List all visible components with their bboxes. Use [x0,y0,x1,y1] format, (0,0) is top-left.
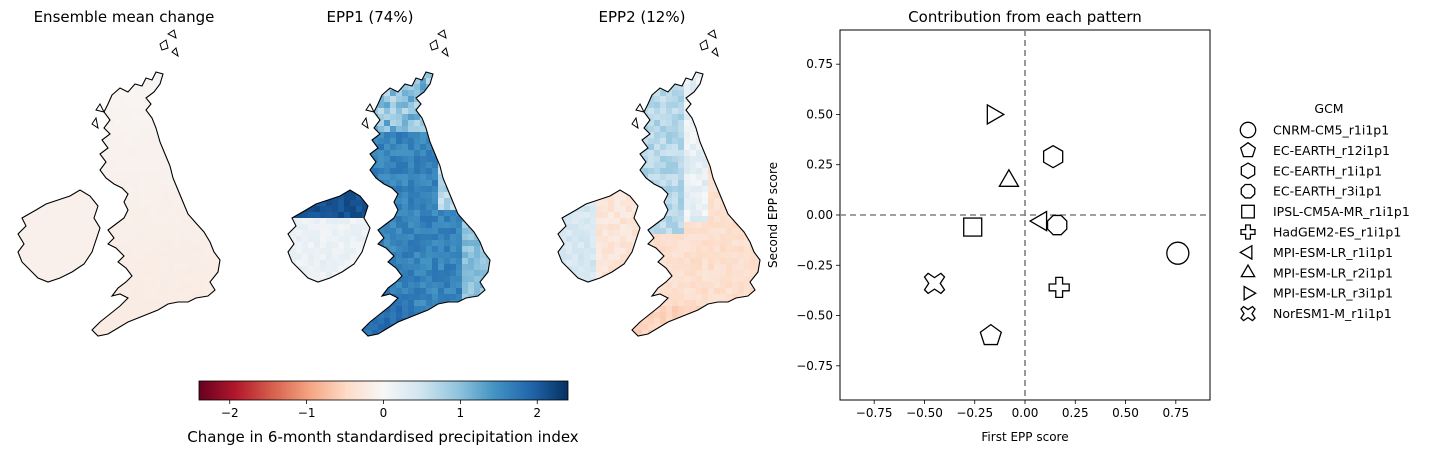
point-MPI-ESM-LR_r1i1p1 [1028,210,1048,232]
colorbar-tick-label: 0 [380,406,388,420]
y-tick-label: 0.50 [806,107,833,121]
map-mean-ie-field [18,190,100,282]
colorbar: −2 −1 0 1 2 Change in 6-month standardised p… [187,380,579,446]
x-axis-label: First EPP score [981,430,1068,444]
map-mean [17,29,221,337]
scatter-plot: −0.75 −0.50 −0.25 0.00 0.25 0.50 0.75 −0.75 −0.5… [766,29,1211,444]
legend-marker-EC-EARTH_r1i1p1 [1240,162,1256,180]
legend-label: IPSL-CM5A-MR_r1i1p1 [1273,204,1410,219]
map-title-epp1: EPP1 (74%) [326,8,414,26]
legend-marker-MPI-ESM-LR_r3i1p1 [1243,285,1257,301]
legend-label: EC-EARTH_r1i1p1 [1273,163,1382,178]
colorbar-tick-label: −1 [298,406,316,420]
map-title-epp2: EPP2 (12%) [598,8,686,26]
x-tick-label: 0.25 [1062,406,1089,420]
legend-label: MPI-ESM-LR_r3i1p1 [1273,286,1393,301]
point-HadGEM2-ES_r1i1p1 [1048,276,1070,299]
x-tick-label: −0.75 [856,406,893,420]
map-title-mean: Ensemble mean change [33,8,215,26]
legend-marker-EC-EARTH_r3i1p1 [1240,183,1256,199]
y-tick-label: 0.75 [806,57,833,71]
map-epp2-ie-field [558,190,640,282]
x-tick-label: −0.25 [956,406,993,420]
legend-marker-EC-EARTH_r12i1p1 [1239,141,1257,158]
y-axis-label: Second EPP score [766,162,780,268]
point-IPSL-CM5A-MR_r1i1p1 [963,217,983,237]
point-MPI-ESM-LR_r3i1p1 [986,103,1006,126]
y-tick-label: 0.25 [806,158,833,172]
legend-marker-MPI-ESM-LR_r2i1p1 [1240,263,1256,278]
x-tick-label: 0.50 [1112,406,1139,420]
point-NorESM1-M_r1i1p1 [923,272,946,295]
legend-label: CNRM-CM5_r1i1p1 [1273,123,1389,138]
x-tick-label: −0.50 [906,406,943,420]
colorbar-tick-label: 1 [457,406,465,420]
legend-label: MPI-ESM-LR_r1i1p1 [1273,245,1393,260]
map-epp1-ie-field [288,190,370,282]
map-epp2 [557,29,761,337]
colorbar-tick-label: −2 [221,406,239,420]
legend-label: EC-EARTH_r12i1p1 [1273,143,1390,158]
legend-marker-MPI-ESM-LR_r1i1p1 [1239,244,1253,261]
point-MPI-ESM-LR_r2i1p1 [998,168,1020,187]
colorbar-gradient [198,380,569,401]
x-tick-label: 0.00 [1012,406,1039,420]
point-CNRM-CM5_r1i1p1 [1166,241,1190,265]
legend-marker-IPSL-CM5A-MR_r1i1p1 [1241,204,1255,219]
y-tick-label: −0.75 [796,359,833,373]
y-tick-label: −0.25 [796,258,833,272]
colorbar-label: Change in 6-month standardised precipita… [187,428,579,446]
point-EC-EARTH_r3i1p1 [1046,214,1068,236]
legend-label: MPI-ESM-LR_r2i1p1 [1273,265,1393,280]
legend-title: GCM [1314,101,1343,116]
point-EC-EARTH_r12i1p1 [979,323,1003,346]
legend-marker-CNRM-CM5_r1i1p1 [1239,121,1257,139]
y-tick-label: 0.00 [806,208,833,222]
colorbar-tick-label: 2 [533,406,541,420]
legend-marker-NorESM1-M_r1i1p1 [1240,305,1256,322]
legend-label: HadGEM2-ES_r1i1p1 [1273,225,1401,240]
legend-label: NorESM1-M_r1i1p1 [1273,306,1392,321]
point-EC-EARTH_r1i1p1 [1042,144,1064,169]
x-tick-label: 0.75 [1162,406,1189,420]
legend: GCM CNRM-CM5_r1i1p1 EC-EARTH_r12i1p1 EC-EA… [1239,101,1410,322]
legend-marker-HadGEM2-ES_r1i1p1 [1240,224,1256,240]
legend-label: EC-EARTH_r3i1p1 [1273,184,1382,199]
chart-title: Contribution from each pattern [908,8,1142,26]
y-tick-label: −0.50 [796,309,833,323]
map-epp1 [287,29,491,337]
